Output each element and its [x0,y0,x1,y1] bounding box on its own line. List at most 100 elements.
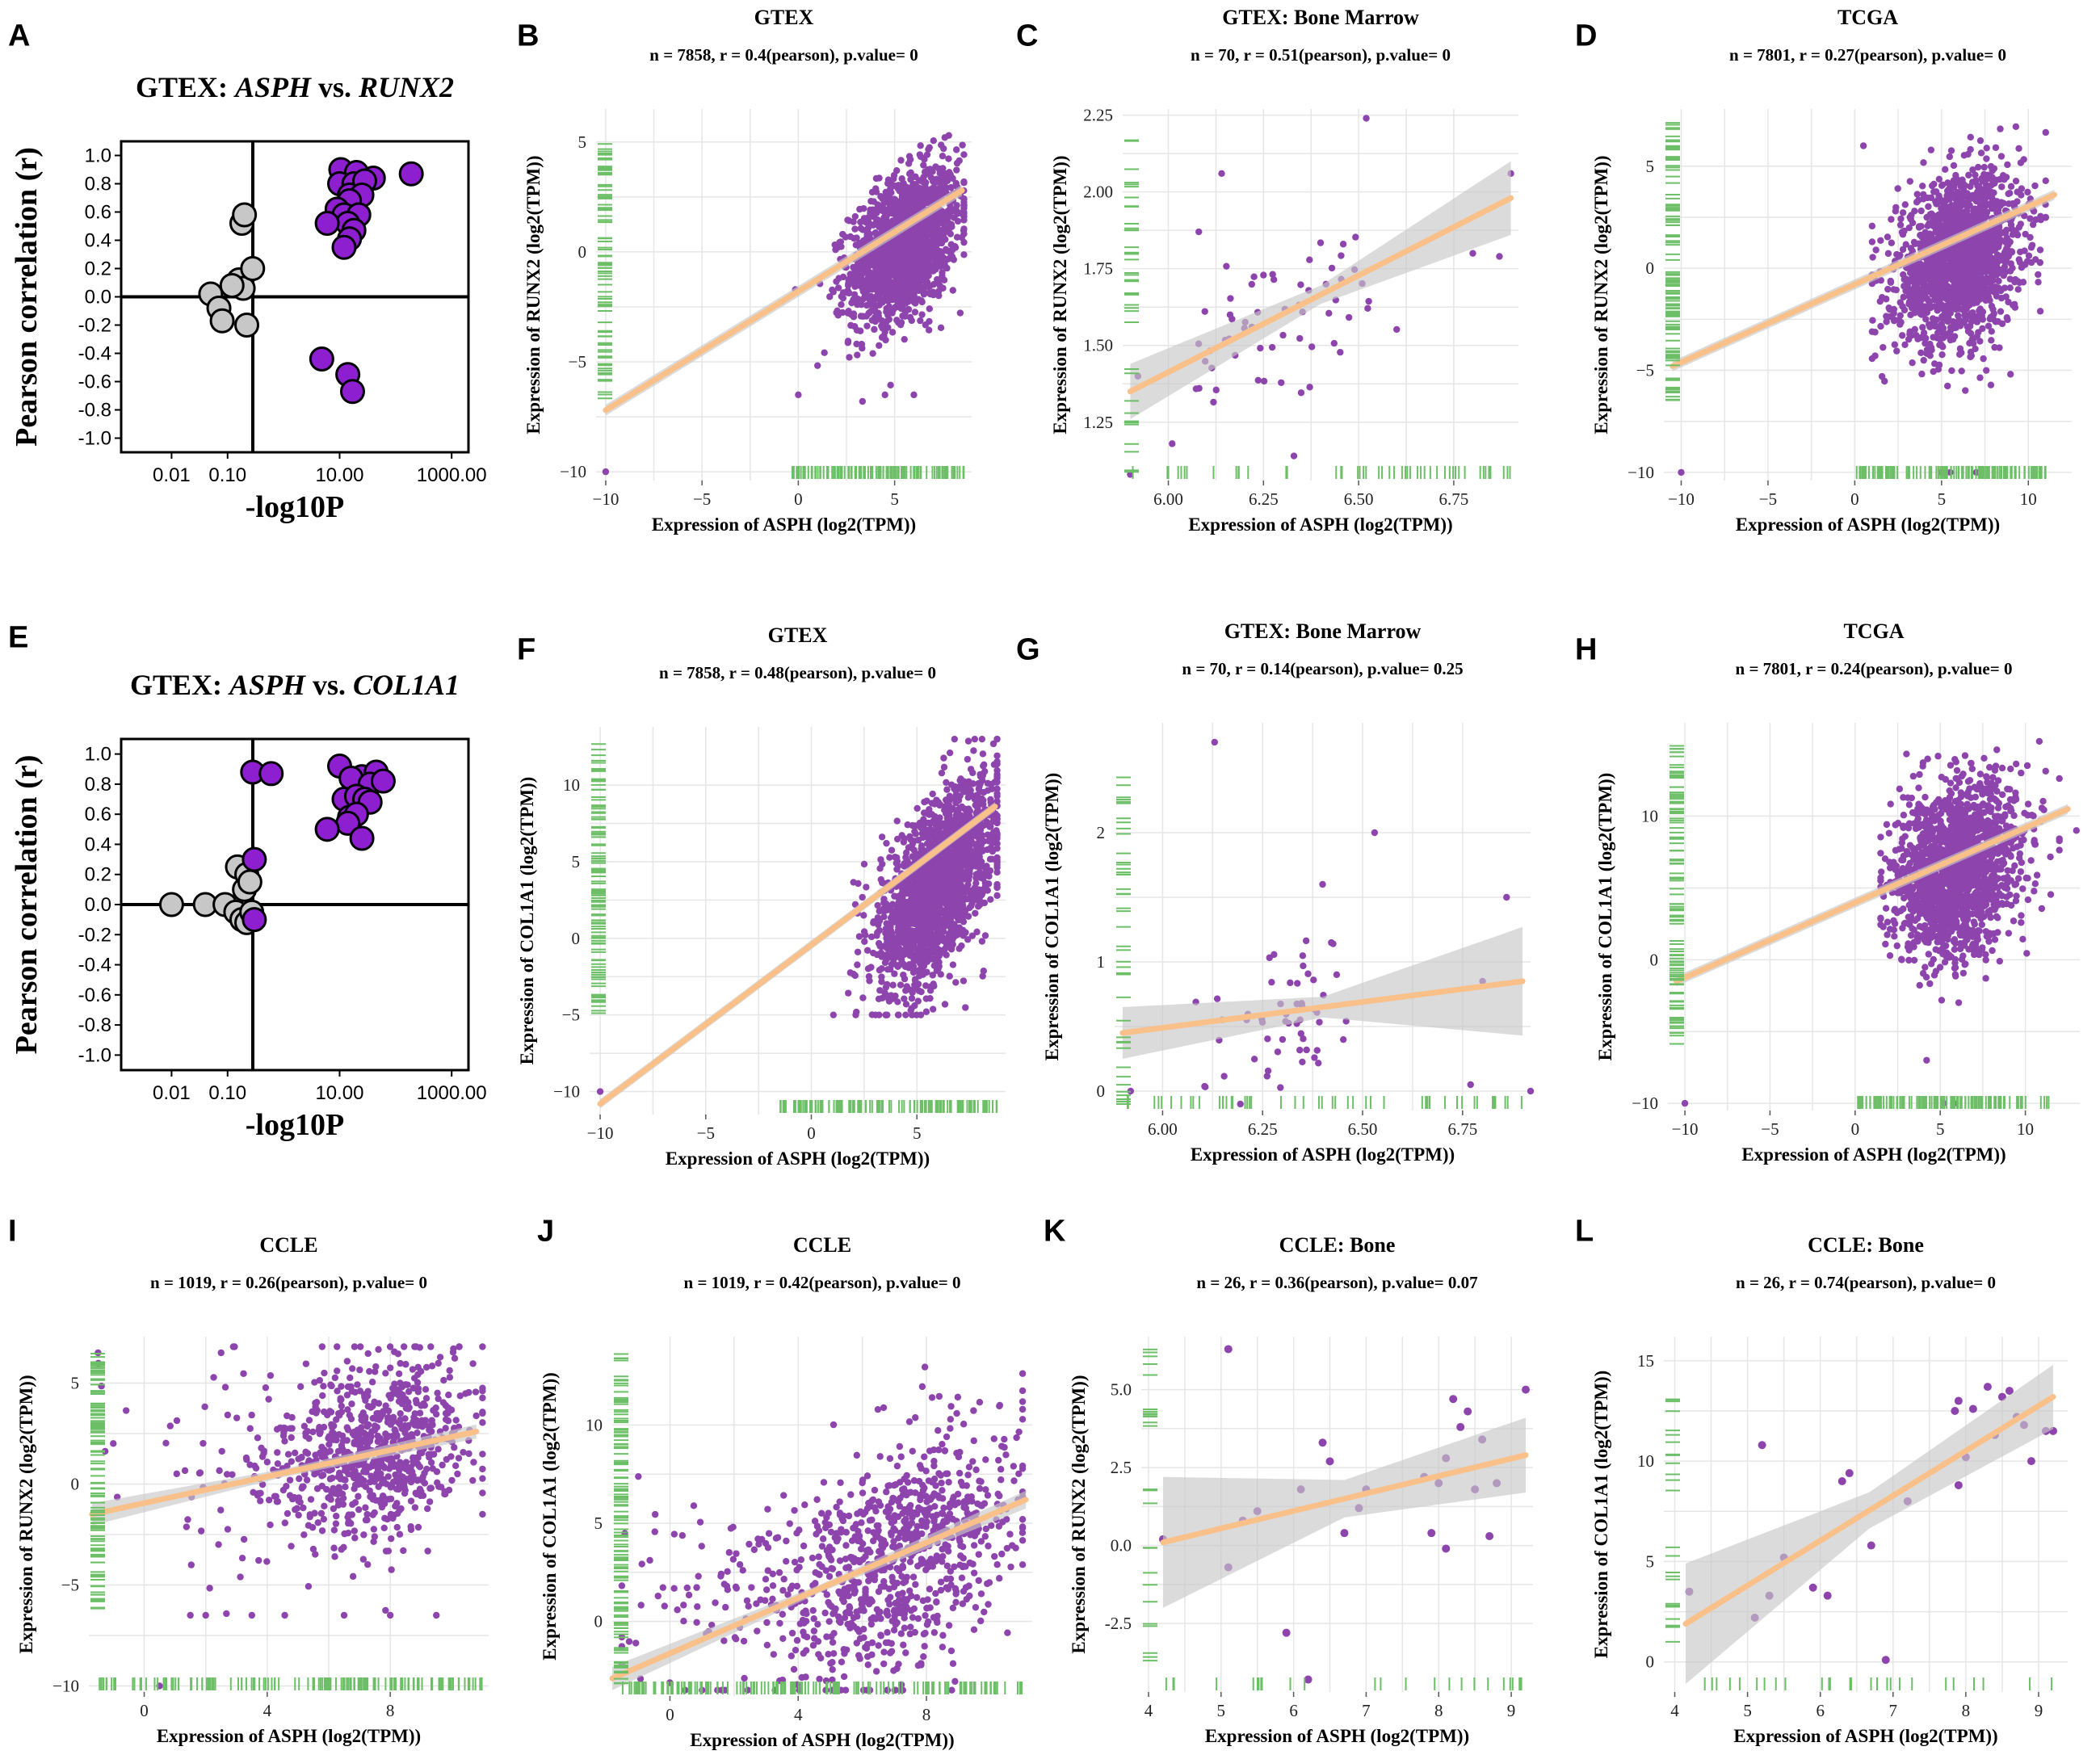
data-point [888,329,897,336]
data-point [1962,304,1970,312]
data-point [1911,208,1918,215]
data-point [960,204,968,212]
data-point [871,313,879,321]
data-point [1942,250,1950,258]
data-point [1896,312,1905,319]
data-point [871,260,878,267]
data-point [960,251,968,258]
data-point [1911,325,1918,334]
data-point [911,309,919,316]
data-point [2001,263,2009,271]
data-point [958,233,965,241]
data-point [834,312,842,319]
data-point [1949,336,1957,343]
data-point [2025,252,2033,259]
title-part: vs. [311,71,359,103]
x-tick-label: 6.25 [1249,489,1279,509]
data-point [1869,254,1876,261]
panel-b: B GTEX n = 7858, r = 0.4(pearson), p.value… [517,6,972,535]
data-point [940,225,948,233]
data-point [1893,347,1900,355]
data-point [1952,171,1959,179]
data-point [1257,344,1264,352]
data-point [1944,382,1951,390]
data-point [901,292,908,299]
data-point [2019,279,2027,286]
data-point [909,232,916,239]
data-point [1997,125,2004,132]
data-point [925,326,933,334]
data-point [1992,318,2000,325]
data-point [851,296,859,303]
data-point [917,233,925,241]
title-part: ASPH [233,71,312,103]
data-point [1352,233,1359,241]
data-point [950,256,957,263]
data-point [858,341,865,348]
data-point [1948,367,1955,375]
panel-e: E GTEX: ASPH vs. COL1A1 1.0 0.8 0.6 0.4 0.2 0.0… [8,620,487,1142]
significant-point [242,907,267,933]
data-point [945,155,952,162]
y-axis-title: Expression of RUNX2 (log2(TPM)) [1050,155,1070,434]
data-point [1227,295,1234,302]
data-point [1868,355,1876,363]
data-point [875,267,882,275]
data-point [909,180,917,188]
data-point [1959,294,1967,301]
x-tick-label: 0 [794,489,803,509]
data-point [935,165,943,173]
data-point [1913,191,1921,198]
data-point [1966,339,1973,347]
data-point [814,362,821,369]
data-point [1945,212,1952,220]
data-point [1915,240,1922,248]
data-point [874,901,881,909]
data-point [1195,228,1203,236]
data-point [940,276,948,283]
data-point [1935,175,1943,183]
y-tick-label: 1.0 [85,145,111,167]
data-points [596,735,1001,1095]
data-point [926,305,934,313]
data-point [1951,247,1958,254]
data-point [936,236,944,244]
data-point [849,271,856,278]
data-point [1972,345,1979,353]
data-point [905,160,913,167]
data-point [953,202,960,209]
data-point [858,300,865,309]
data-point [838,301,845,309]
data-point [1964,323,1971,330]
y-tick-label: 0.0 [85,894,111,916]
data-point [917,317,924,325]
y-tick-label: -0.2 [78,924,111,946]
data-point [941,258,948,266]
data-point [1997,153,2006,160]
data-point [926,144,933,151]
data-point [917,142,924,149]
data-point [2011,278,2018,286]
data-point [879,296,887,304]
title-part: GTEX: [130,669,229,701]
data-point [2020,156,2027,163]
data-point [1883,318,1890,325]
data-point [905,170,914,178]
data-point [1980,243,1988,251]
significant-point [349,825,375,851]
data-point [859,226,867,233]
data-point [1935,269,1942,277]
y-axis-title: Pearson correlation (r) [10,147,44,447]
data-point [2014,188,2021,195]
data-point [1868,222,1876,230]
data-point [1962,387,1969,394]
data-point [860,912,867,919]
data-point [884,312,892,319]
data-point [920,162,927,169]
data-point [912,196,920,204]
y-tick-label: 1.0 [85,744,111,766]
data-point [978,735,986,743]
data-point [880,281,888,289]
data-point [900,190,908,197]
data-point [930,136,938,145]
